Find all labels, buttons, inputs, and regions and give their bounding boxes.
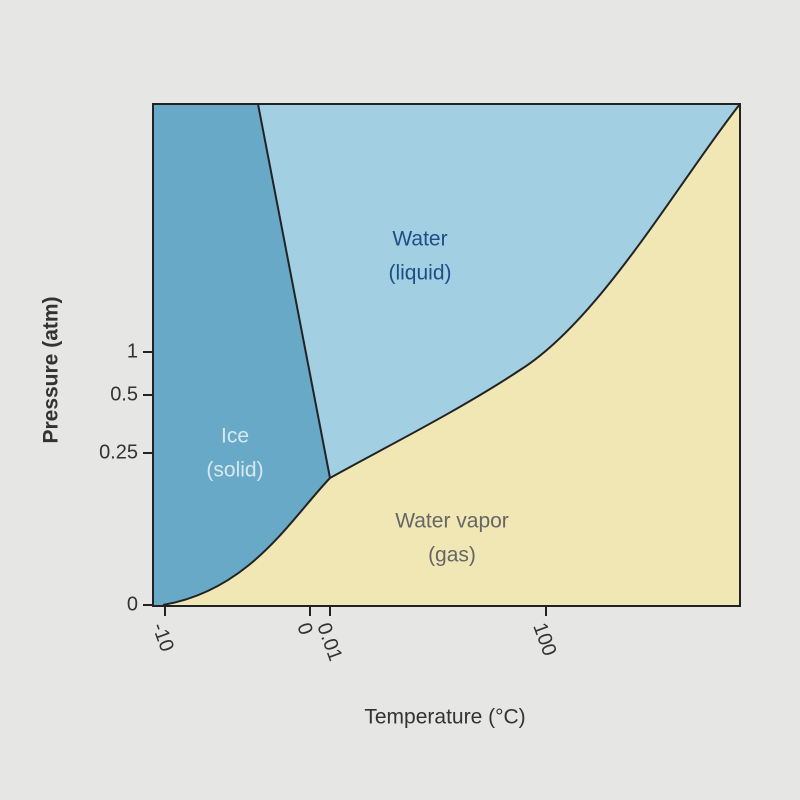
- region-label-line: Water vapor: [395, 510, 509, 533]
- y-axis-title: Pressure (atm): [40, 296, 63, 443]
- y-tick-label: 0.25: [99, 441, 138, 463]
- plot-frame: [152, 103, 741, 607]
- region-label: Water (liquid): [388, 228, 451, 285]
- region-label: Ice (solid): [206, 425, 263, 482]
- region-label-line: (gas): [428, 544, 476, 567]
- region-label-line: Ice: [221, 425, 249, 448]
- region-label-line: Water: [392, 228, 447, 251]
- region-label-line: (solid): [206, 459, 263, 482]
- region-label-line: (liquid): [388, 262, 451, 285]
- y-tick-label: 1: [127, 340, 138, 362]
- sublimation-curve: [162, 477, 331, 606]
- y-tick-label: 0: [127, 593, 138, 615]
- region-label: Water vapor (gas): [395, 510, 509, 567]
- x-axis-title: Temperature (°C): [364, 706, 525, 729]
- phase-boundaries: [162, 103, 741, 606]
- liquid-region: [258, 104, 740, 478]
- boiling-curve: [329, 103, 741, 479]
- y-tick-label: 0.5: [110, 383, 138, 405]
- ice-region: [153, 104, 330, 606]
- melting-curve: [257, 103, 331, 479]
